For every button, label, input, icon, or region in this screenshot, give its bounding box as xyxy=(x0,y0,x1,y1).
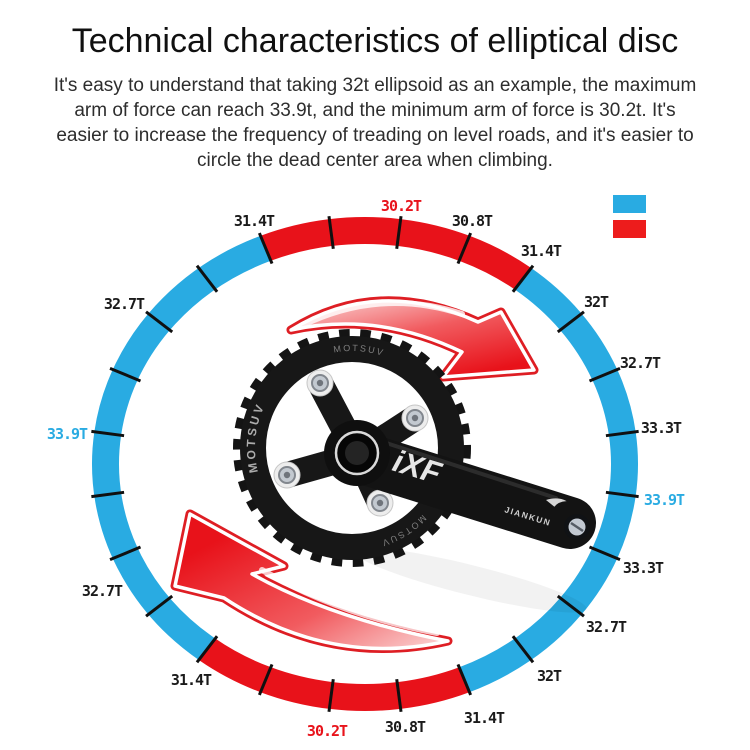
description-line: arm of force can reach 33.9t, and the mi… xyxy=(74,100,676,121)
ring-tick xyxy=(145,310,174,334)
ring-tick xyxy=(511,264,535,293)
chainring-bolts xyxy=(273,369,429,517)
rotation-arrow-bottom xyxy=(170,509,453,653)
ring-tick xyxy=(257,232,274,265)
ring-label: 33.9T xyxy=(643,491,685,509)
rotation-arrow-top xyxy=(286,296,539,382)
crankset-photo: MOTSUV MOTSUV MOTSUV xyxy=(233,329,596,613)
crankset-shadow xyxy=(353,547,587,613)
description-line: circle the dead center area when climbin… xyxy=(197,150,553,171)
ring-label: 33.9T xyxy=(46,425,88,443)
ring-label: 30.2T xyxy=(380,197,422,215)
ring-tick xyxy=(605,490,639,499)
crank-arm xyxy=(340,433,596,549)
axle-hole xyxy=(345,441,369,465)
ring-tick xyxy=(456,663,473,696)
ring-tick xyxy=(257,663,274,696)
crank-arm-highlight xyxy=(378,439,558,500)
description-line: It's easy to understand that taking 32t … xyxy=(53,75,697,96)
ring-tick xyxy=(327,215,335,250)
ring-label: 32.7T xyxy=(619,354,661,372)
ring-label: 31.4T xyxy=(463,709,505,727)
arm-logo-swoosh xyxy=(546,498,567,507)
ring-label: 33.3T xyxy=(622,559,664,577)
ring-tick xyxy=(109,545,142,562)
ring-label: 32.7T xyxy=(81,582,123,600)
ring-label: 32T xyxy=(583,293,609,311)
ring-tick xyxy=(395,215,403,250)
arrow-gloss xyxy=(298,299,465,329)
ring-tick xyxy=(556,594,585,618)
ring-tick xyxy=(588,366,621,383)
ring-label: 32.7T xyxy=(103,295,145,313)
ring-label: 31.4T xyxy=(170,671,212,689)
ring-tick xyxy=(145,594,174,618)
ring-tick xyxy=(195,635,219,664)
arrow-gloss xyxy=(259,567,440,636)
ring-label: 33.3T xyxy=(640,419,682,437)
ring-label: 32T xyxy=(536,667,562,685)
ring-tick xyxy=(605,429,639,438)
ring-tick xyxy=(588,545,621,562)
ring-zone xyxy=(260,217,531,290)
chainring-body xyxy=(240,336,464,560)
ring-zone xyxy=(199,638,470,711)
pedal-bolt-slot xyxy=(570,521,584,533)
ring-tick xyxy=(327,678,335,713)
page-title: Technical characteristics of elliptical … xyxy=(71,22,679,60)
ring-tick xyxy=(456,232,473,265)
ring-tick xyxy=(556,310,585,334)
ring-tick xyxy=(511,635,535,664)
ring-label: 30.8T xyxy=(384,718,426,736)
segmented-ring xyxy=(91,215,639,713)
description: It's easy to understand that taking 32t … xyxy=(25,73,725,173)
ring-label: 31.4T xyxy=(520,242,562,260)
ring-label: 30.8T xyxy=(451,212,493,230)
legend xyxy=(613,195,646,245)
ring-tick xyxy=(91,429,125,438)
legend-blue-swatch xyxy=(613,195,646,213)
ring-tick xyxy=(195,264,219,293)
description-line: easier to increase the frequency of trea… xyxy=(56,125,694,146)
ring-tick xyxy=(395,678,403,713)
legend-red-swatch xyxy=(613,220,646,238)
ring-tick xyxy=(109,366,142,383)
ring-label: 31.4T xyxy=(233,212,275,230)
ring-label: 30.2T xyxy=(306,722,348,740)
ring-label: 32.7T xyxy=(585,618,627,636)
ring-tick xyxy=(91,490,125,499)
